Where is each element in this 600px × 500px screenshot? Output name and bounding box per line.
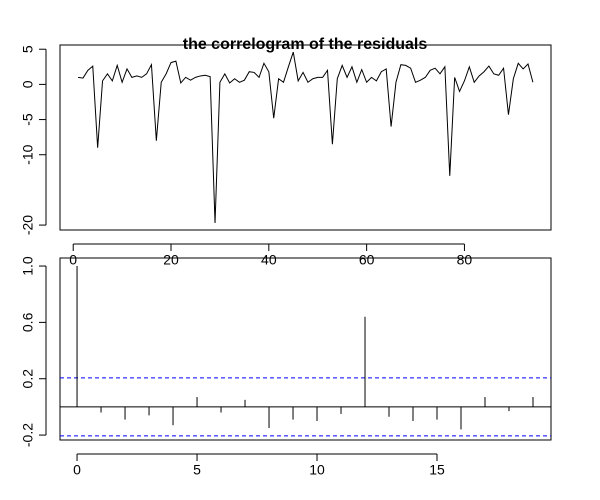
y-tick-label: 0.6 xyxy=(20,312,36,332)
chart-title: the correlogram of the residuals xyxy=(183,36,428,53)
plot-frame xyxy=(59,257,552,441)
y-tick-label: 5 xyxy=(20,45,36,53)
residual-line xyxy=(78,51,534,223)
x-tick-label: 10 xyxy=(309,462,325,478)
y-tick-label: 0.2 xyxy=(20,369,36,389)
x-tick-label: 80 xyxy=(457,252,473,268)
x-tick-label: 40 xyxy=(261,252,277,268)
x-tick-label: 0 xyxy=(69,252,77,268)
y-tick-label: -0.2 xyxy=(20,423,36,447)
y-tick-label: 0 xyxy=(20,80,36,88)
x-tick-label: 20 xyxy=(163,252,179,268)
x-tick-label: 0 xyxy=(73,462,81,478)
y-tick-label: -20 xyxy=(20,215,36,235)
x-tick-label: 60 xyxy=(359,252,375,268)
y-tick-label: -10 xyxy=(20,144,36,164)
y-tick-label: 1.0 xyxy=(20,256,36,276)
x-tick-label: 15 xyxy=(429,462,445,478)
plot-frame xyxy=(59,44,552,231)
y-tick-label: -5 xyxy=(20,113,36,126)
x-tick-label: 5 xyxy=(193,462,201,478)
